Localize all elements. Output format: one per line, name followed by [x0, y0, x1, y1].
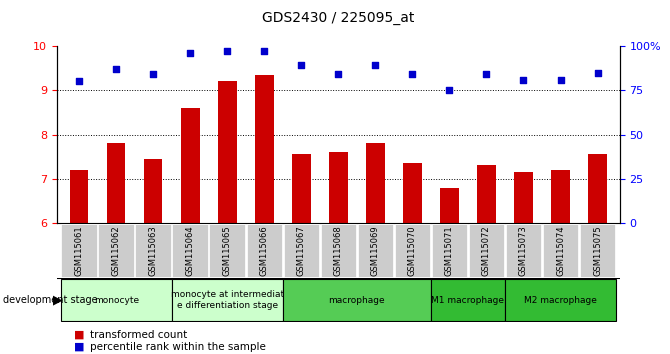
Bar — [144, 159, 162, 223]
FancyBboxPatch shape — [395, 224, 430, 277]
FancyBboxPatch shape — [580, 224, 615, 277]
Bar — [440, 188, 459, 223]
FancyBboxPatch shape — [172, 279, 283, 321]
FancyBboxPatch shape — [358, 224, 393, 277]
Bar — [292, 154, 311, 223]
Point — [296, 63, 307, 68]
Bar — [588, 154, 607, 223]
Bar — [403, 163, 421, 223]
Bar — [181, 108, 200, 223]
Bar — [107, 143, 125, 223]
Text: ■: ■ — [74, 330, 84, 339]
Bar — [366, 143, 385, 223]
Text: percentile rank within the sample: percentile rank within the sample — [90, 342, 266, 352]
Text: GSM115072: GSM115072 — [482, 225, 491, 276]
Point — [407, 72, 418, 77]
Text: GSM115061: GSM115061 — [74, 225, 84, 276]
FancyBboxPatch shape — [283, 279, 431, 321]
Text: development stage: development stage — [3, 295, 98, 305]
FancyBboxPatch shape — [506, 224, 541, 277]
Bar — [514, 172, 533, 223]
FancyBboxPatch shape — [320, 224, 356, 277]
FancyBboxPatch shape — [210, 224, 245, 277]
FancyBboxPatch shape — [543, 224, 578, 277]
Text: GSM115065: GSM115065 — [222, 225, 232, 276]
Point — [111, 66, 121, 72]
FancyBboxPatch shape — [98, 224, 134, 277]
Bar — [70, 170, 88, 223]
FancyBboxPatch shape — [431, 224, 467, 277]
Text: GSM115064: GSM115064 — [186, 225, 195, 276]
Text: M1 macrophage: M1 macrophage — [431, 296, 505, 304]
Point — [481, 72, 492, 77]
Text: GSM115070: GSM115070 — [408, 225, 417, 276]
Text: GSM115062: GSM115062 — [112, 225, 121, 276]
FancyBboxPatch shape — [431, 279, 505, 321]
Point — [185, 50, 196, 56]
Bar — [218, 81, 237, 223]
Text: GSM115071: GSM115071 — [445, 225, 454, 276]
Point — [592, 70, 603, 75]
Text: GSM115069: GSM115069 — [371, 225, 380, 276]
Text: monocyte: monocyte — [94, 296, 139, 304]
Point — [333, 72, 344, 77]
Text: GSM115066: GSM115066 — [260, 225, 269, 276]
Text: GSM115068: GSM115068 — [334, 225, 343, 276]
Text: macrophage: macrophage — [328, 296, 385, 304]
Point — [370, 63, 381, 68]
Text: ■: ■ — [74, 342, 84, 352]
Text: GSM115063: GSM115063 — [149, 225, 157, 276]
Bar — [551, 170, 570, 223]
FancyBboxPatch shape — [61, 279, 172, 321]
Point — [555, 77, 566, 82]
FancyBboxPatch shape — [283, 224, 319, 277]
Point — [259, 48, 269, 54]
FancyBboxPatch shape — [247, 224, 282, 277]
Bar — [477, 166, 496, 223]
Point — [444, 87, 455, 93]
Bar — [255, 75, 273, 223]
Point — [518, 77, 529, 82]
Text: M2 macrophage: M2 macrophage — [524, 296, 597, 304]
FancyBboxPatch shape — [172, 224, 208, 277]
Text: GSM115067: GSM115067 — [297, 225, 306, 276]
FancyBboxPatch shape — [62, 224, 97, 277]
FancyBboxPatch shape — [505, 279, 616, 321]
Text: transformed count: transformed count — [90, 330, 188, 339]
Text: GSM115073: GSM115073 — [519, 225, 528, 276]
Text: GSM115075: GSM115075 — [593, 225, 602, 276]
Text: GSM115074: GSM115074 — [556, 225, 565, 276]
FancyBboxPatch shape — [135, 224, 171, 277]
FancyBboxPatch shape — [469, 224, 505, 277]
Point — [148, 72, 159, 77]
Point — [222, 48, 232, 54]
Point — [74, 79, 84, 84]
Text: GDS2430 / 225095_at: GDS2430 / 225095_at — [262, 11, 415, 25]
Text: ▶: ▶ — [53, 293, 62, 307]
Bar — [329, 152, 348, 223]
Text: monocyte at intermediat
e differentiation stage: monocyte at intermediat e differentiatio… — [171, 290, 284, 310]
